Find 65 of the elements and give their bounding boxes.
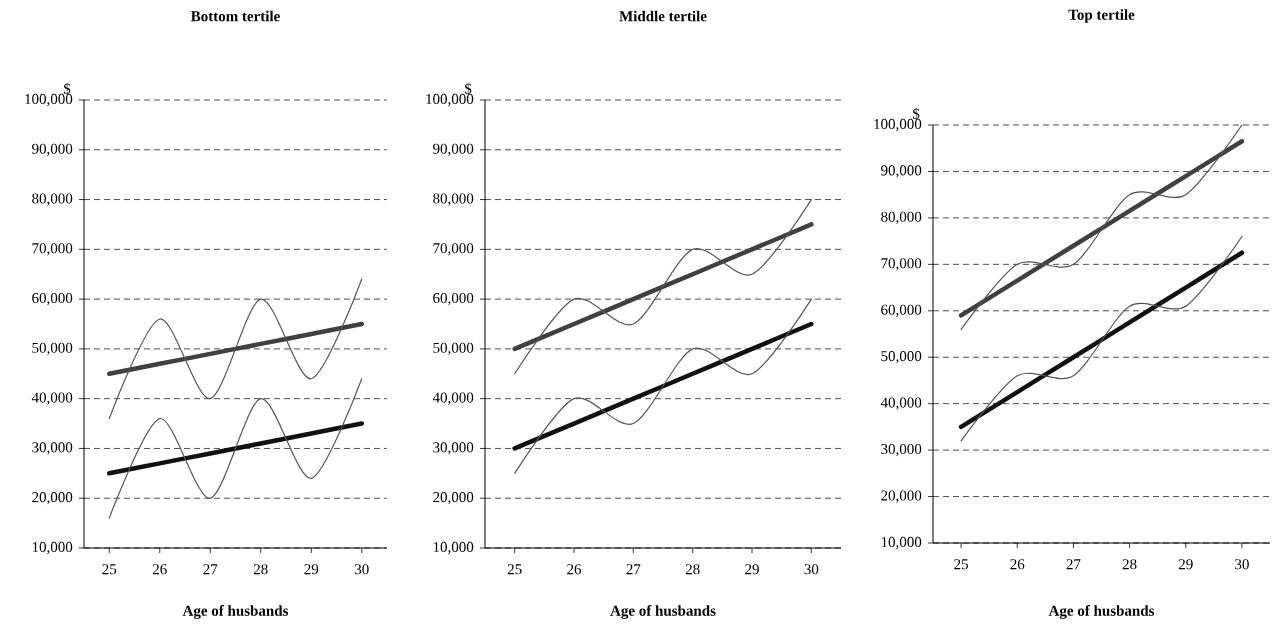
line-series	[514, 198, 812, 375]
line-series	[512, 222, 814, 352]
x-tick-label: 26	[1010, 559, 1025, 570]
y-tick-label: 10,000	[881, 536, 922, 550]
y-tick-label: 10,000	[32, 541, 73, 555]
y-tick-label: 90,000	[881, 165, 922, 178]
y-tick-label: 50,000	[433, 342, 474, 356]
y-tick-label: 40,000	[432, 392, 474, 405]
y-tick-label: 60,000	[433, 292, 474, 306]
x-axis-title: Age of husbands	[610, 605, 716, 619]
y-tick-label: 10,000	[433, 541, 474, 555]
x-tick-label: 28	[253, 564, 268, 575]
y-tick-label: 90,000	[433, 143, 474, 156]
y-tick-label: 80,000	[433, 193, 474, 206]
y-tick-label: 20,000	[881, 490, 922, 503]
y-tick-label: 50,000	[32, 342, 73, 356]
x-tick-label: 27	[626, 564, 641, 575]
x-tick-label: 29	[745, 564, 759, 575]
chart-title: Top tertile	[1068, 9, 1135, 23]
y-tick-label: 70,000	[881, 258, 922, 271]
y-tick-label: 40,000	[31, 392, 73, 405]
y-tick-label: 50,000	[881, 351, 922, 364]
x-tick-label: 27	[203, 564, 218, 575]
x-tick-label: 29	[304, 564, 319, 575]
x-tick-label: 28	[1122, 559, 1137, 570]
y-tick-label: 40,000	[880, 397, 922, 410]
y-tick-label: 100,000	[426, 93, 474, 107]
x-tick-label: 30	[1235, 559, 1249, 570]
y-axis-title: $	[912, 107, 920, 120]
y-tick-label: 60,000	[881, 304, 922, 317]
x-tick-label: 26	[152, 564, 167, 575]
x-tick-label: 30	[354, 564, 369, 575]
x-axis-title: Age of husbands	[1048, 605, 1155, 619]
y-tick-label: 30,000	[433, 442, 474, 455]
y-tick-label: 100,000	[874, 118, 922, 132]
y-tick-label: 80,000	[32, 193, 73, 206]
y-tick-label: 70,000	[433, 243, 474, 256]
chart-title: Middle tertile	[619, 10, 707, 22]
line-series	[107, 321, 364, 377]
y-tick-label: 20,000	[32, 492, 73, 505]
y-axis-title: $	[464, 82, 472, 95]
y-tick-label: 60,000	[32, 292, 73, 306]
line-series	[514, 298, 812, 474]
y-tick-label: 90,000	[32, 143, 73, 156]
y-axis-title: $	[63, 82, 71, 95]
line-series	[512, 321, 814, 451]
x-axis-title: Age of husbands	[182, 605, 289, 619]
chart-title: Bottom tertile	[190, 10, 280, 22]
x-tick-label: 25	[102, 564, 117, 575]
y-tick-label: 70,000	[32, 243, 73, 256]
y-tick-label: 20,000	[433, 492, 474, 505]
x-tick-label: 28	[685, 564, 700, 575]
y-tick-label: 100,000	[25, 93, 73, 107]
line-series	[108, 378, 363, 519]
x-tick-label: 26	[567, 564, 582, 575]
x-tick-label: 29	[1178, 559, 1193, 570]
y-tick-label: 30,000	[881, 443, 922, 457]
line-series	[107, 421, 364, 476]
y-tick-label: 30,000	[32, 442, 73, 455]
line-series	[108, 278, 363, 420]
x-tick-label: 27	[1066, 559, 1081, 570]
x-tick-label: 25	[954, 559, 969, 570]
y-tick-label: 80,000	[881, 211, 922, 225]
x-tick-label: 30	[804, 564, 819, 575]
x-tick-label: 25	[507, 564, 522, 575]
